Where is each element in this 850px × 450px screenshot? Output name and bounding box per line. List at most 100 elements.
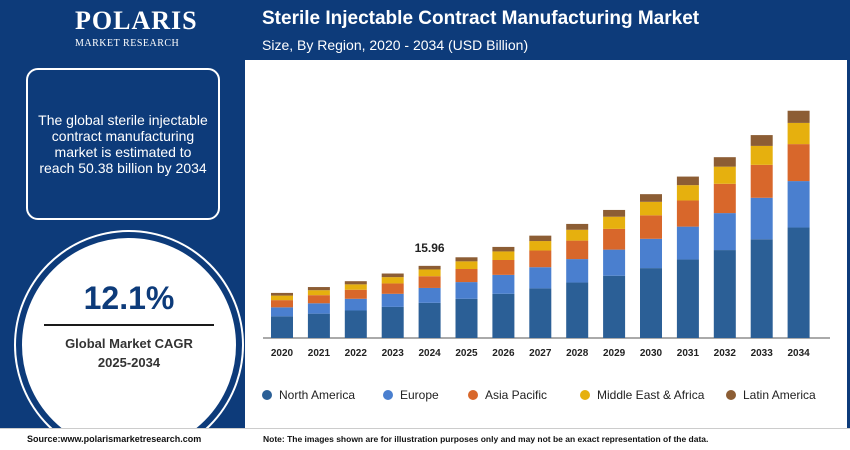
bar-segment-middle-east-africa-2029	[603, 216, 626, 229]
bar-segment-latin-america-2020	[271, 292, 293, 296]
bar-segment-europe-2022	[344, 298, 367, 311]
chart-area: 2020 2021 2022 2023 2024 15.96 2025 2026 2027 202…	[245, 60, 847, 428]
bar-segment-north-america-2032	[713, 250, 736, 338]
summary-box: The global sterile injectable contract m…	[26, 68, 220, 220]
bar-segment-north-america-2020	[271, 316, 293, 338]
bar-segment-asia-pacific-2030	[640, 215, 662, 239]
x-tick-label: 2020	[271, 348, 294, 359]
bar-segment-latin-america-2032	[713, 157, 736, 167]
bar-segment-north-america-2034	[787, 227, 810, 338]
bar-segment-europe-2023	[381, 293, 404, 307]
bar-segment-middle-east-africa-2026	[492, 251, 515, 260]
x-tick-label: 2026	[492, 348, 515, 359]
x-tick-label: 2023	[382, 348, 405, 359]
bar-segment-north-america-2026	[492, 293, 515, 338]
legend-swatch	[726, 390, 736, 400]
legend-item: Asia Pacific	[468, 388, 547, 402]
note-text: Note: The images shown are for illustrat…	[263, 434, 709, 444]
bar-segment-middle-east-africa-2032	[713, 166, 736, 184]
x-tick-label: 2027	[529, 348, 552, 359]
bar-segment-north-america-2031	[676, 259, 699, 338]
bar-segment-asia-pacific-2024	[418, 276, 441, 288]
bar-segment-north-america-2023	[381, 306, 404, 338]
x-tick-label: 2022	[345, 348, 368, 359]
summary-text: The global sterile injectable contract m…	[38, 112, 208, 176]
bar-segment-middle-east-africa-2024	[418, 269, 441, 277]
cagr-divider	[44, 324, 214, 326]
bar-segment-europe-2034	[787, 181, 810, 228]
bar-segment-middle-east-africa-2027	[529, 241, 552, 251]
brand-name: POLARIS	[75, 6, 198, 35]
bar-segment-middle-east-africa-2033	[750, 145, 773, 165]
bar-segment-asia-pacific-2028	[566, 240, 589, 260]
legend-swatch	[468, 390, 478, 400]
bar-segment-north-america-2029	[603, 275, 626, 338]
legend-swatch	[262, 390, 272, 400]
x-tick-label: 2031	[677, 348, 700, 359]
cagr-label: Global Market CAGR 2025-2034	[22, 334, 236, 372]
chart-legend: North America Europe Asia Pacific Middle Ea…	[262, 388, 842, 406]
bar-segment-middle-east-africa-2021	[307, 290, 330, 296]
cagr-label-line1: Global Market CAGR	[65, 336, 193, 351]
legend-label: Latin America	[743, 388, 816, 402]
bar-segment-asia-pacific-2022	[344, 289, 367, 299]
legend-label: North America	[279, 388, 356, 402]
bar-segment-middle-east-africa-2031	[676, 185, 699, 201]
bar-segment-europe-2032	[713, 213, 736, 251]
bar-segment-asia-pacific-2026	[492, 259, 515, 275]
bar-segment-north-america-2030	[640, 268, 662, 338]
legend-label: Middle East & Africa	[597, 388, 705, 402]
x-tick-label: 2024	[418, 348, 441, 359]
bar-segment-latin-america-2029	[603, 209, 626, 217]
bar-segment-latin-america-2028	[566, 223, 589, 230]
bar-segment-latin-america-2026	[492, 246, 515, 252]
brand-subtitle: MARKET RESEARCH	[75, 38, 180, 49]
legend-item: Europe	[383, 388, 439, 402]
bar-segment-middle-east-africa-2020	[271, 295, 293, 301]
bar-segment-asia-pacific-2029	[603, 228, 626, 250]
cagr-label-line2: 2025-2034	[97, 355, 161, 370]
bar-segment-north-america-2028	[566, 282, 589, 338]
bar-segment-middle-east-africa-2022	[344, 284, 367, 290]
bar-segment-asia-pacific-2034	[787, 144, 810, 182]
bar-segment-north-america-2021	[307, 313, 330, 338]
data-label: 15.96	[415, 241, 445, 255]
bar-segment-latin-america-2025	[455, 257, 478, 262]
bar-segment-middle-east-africa-2030	[640, 201, 662, 216]
bar-segment-latin-america-2021	[307, 287, 330, 291]
x-tick-label: 2034	[787, 348, 810, 359]
left-panel: POLARIS MARKET RESEARCH The global steri…	[0, 0, 245, 450]
bar-segment-europe-2020	[271, 307, 293, 317]
bar-segment-asia-pacific-2027	[529, 250, 552, 268]
legend-item: North America	[262, 388, 355, 402]
chart-subtitle: Size, By Region, 2020 - 2034 (USD Billio…	[262, 37, 529, 53]
x-tick-label: 2033	[751, 348, 774, 359]
bar-segment-asia-pacific-2021	[307, 295, 330, 304]
footer: Source:www.polarismarketresearch.com Not…	[0, 428, 850, 450]
legend-swatch	[383, 390, 393, 400]
bar-segment-middle-east-africa-2028	[566, 229, 589, 241]
bar-segment-europe-2033	[750, 197, 773, 240]
legend-label: Asia Pacific	[485, 388, 548, 402]
bar-segment-north-america-2024	[418, 302, 441, 338]
bar-segment-latin-america-2027	[529, 235, 552, 242]
bar-segment-asia-pacific-2023	[381, 283, 404, 294]
legend-label: Europe	[400, 388, 439, 402]
cagr-circle: 12.1% Global Market CAGR 2025-2034	[16, 232, 242, 450]
bar-segment-middle-east-africa-2025	[455, 261, 478, 270]
bar-segment-asia-pacific-2031	[676, 200, 699, 227]
bar-segment-europe-2025	[455, 282, 478, 299]
x-tick-label: 2028	[566, 348, 589, 359]
x-tick-label: 2025	[455, 348, 478, 359]
bar-segment-latin-america-2034	[787, 110, 810, 123]
bar-segment-north-america-2022	[344, 310, 367, 338]
x-tick-label: 2030	[640, 348, 663, 359]
bar-segment-north-america-2033	[750, 239, 773, 338]
bar-segment-north-america-2025	[455, 298, 478, 338]
bar-chart: 2020 2021 2022 2023 2024 15.96 2025 2026 2027 202…	[263, 110, 830, 359]
legend-swatch	[580, 390, 590, 400]
cagr-value: 12.1%	[83, 280, 175, 316]
bar-segment-europe-2029	[603, 249, 626, 276]
bar-segment-europe-2026	[492, 274, 515, 294]
bar-segment-latin-america-2022	[344, 281, 367, 285]
